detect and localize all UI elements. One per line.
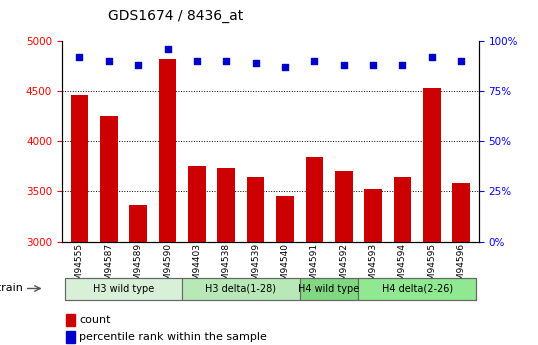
Bar (70, 96, 88, 345)
Point (398, 63, 407, 68)
Point (163, 47, 172, 52)
Point (251, 61, 260, 66)
Bar (65, 278, 182, 300)
Bar (306, 157, 323, 345)
Bar (335, 171, 352, 345)
Bar (394, 177, 411, 345)
Bar (276, 197, 294, 345)
Text: H4 delta(2-26): H4 delta(2-26) (381, 284, 452, 294)
Text: strain: strain (0, 283, 24, 293)
Point (222, 59, 231, 64)
Point (339, 63, 348, 68)
Bar (452, 184, 470, 345)
Text: H4 wild type: H4 wild type (299, 284, 360, 294)
Text: GDS1674 / 8436_at: GDS1674 / 8436_at (108, 9, 243, 23)
Text: H3 delta(1-28): H3 delta(1-28) (206, 284, 277, 294)
Text: H3 wild type: H3 wild type (93, 284, 154, 294)
Point (75, 55, 84, 60)
Point (104, 59, 113, 64)
Bar (130, 206, 147, 345)
Bar (182, 278, 300, 300)
Bar (66, 314, 75, 326)
Bar (188, 167, 206, 345)
Bar (423, 88, 441, 345)
Bar (217, 168, 235, 345)
Point (281, 65, 289, 70)
Bar (66, 331, 75, 343)
Point (428, 55, 436, 60)
Point (134, 63, 143, 68)
Bar (247, 177, 265, 345)
Bar (300, 278, 358, 300)
Point (193, 59, 201, 64)
Bar (159, 59, 176, 345)
Bar (100, 117, 118, 345)
Text: percentile rank within the sample: percentile rank within the sample (80, 333, 267, 342)
Bar (364, 189, 382, 345)
Text: count: count (80, 315, 111, 325)
Point (369, 63, 378, 68)
Point (310, 59, 318, 64)
Point (457, 59, 465, 64)
Bar (358, 278, 476, 300)
